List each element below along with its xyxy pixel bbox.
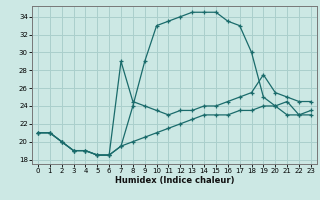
X-axis label: Humidex (Indice chaleur): Humidex (Indice chaleur) (115, 176, 234, 185)
